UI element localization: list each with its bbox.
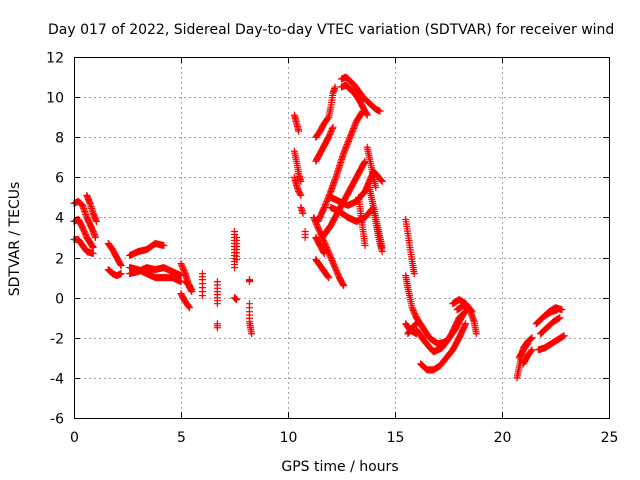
- data-point: [328, 125, 336, 133]
- data-point: [91, 234, 99, 241]
- data-point: [462, 320, 470, 328]
- data-points: [70, 73, 568, 382]
- data-point: [523, 341, 531, 349]
- data-point: [245, 278, 253, 286]
- axis-ticks: [74, 57, 610, 419]
- data-point: [324, 273, 332, 281]
- data-point: [554, 306, 562, 314]
- x-tick-label: 15: [387, 430, 405, 446]
- data-point: [329, 123, 337, 131]
- x-tick-label: 25: [601, 430, 619, 446]
- x-tick-label: 20: [494, 430, 512, 446]
- data-point: [528, 346, 536, 354]
- data-point: [377, 177, 385, 185]
- y-tick-label: -2: [50, 332, 64, 348]
- data-point: [411, 321, 419, 329]
- data-point: [297, 177, 305, 185]
- x-tick-label: 5: [177, 430, 186, 446]
- data-point: [213, 300, 221, 308]
- x-tick-label: 0: [70, 430, 79, 446]
- data-point: [320, 250, 328, 258]
- data-point: [527, 335, 535, 343]
- data-point: [363, 110, 371, 118]
- data-point: [376, 107, 384, 115]
- plot-frame: [74, 57, 610, 419]
- data-point: [339, 280, 347, 288]
- data-point: [528, 334, 536, 342]
- data-point: [556, 314, 564, 322]
- data-point: [378, 248, 386, 256]
- data-point: [232, 295, 240, 303]
- y-tick-label: 10: [46, 91, 64, 107]
- data-point: [89, 244, 97, 252]
- data-point: [186, 304, 194, 312]
- data-point: [231, 294, 239, 302]
- data-point: [160, 242, 168, 250]
- data-point: [524, 340, 532, 348]
- y-tick-label: 2: [55, 252, 64, 268]
- data-point: [363, 111, 371, 119]
- data-point: [472, 330, 480, 338]
- data-point: [116, 260, 124, 268]
- data-point: [410, 270, 418, 278]
- data-point: [117, 270, 125, 278]
- x-axis-label: GPS time / hours: [281, 459, 398, 475]
- data-point: [527, 347, 535, 355]
- y-tick-label: -6: [50, 412, 64, 428]
- y-tick-label: 8: [55, 131, 64, 147]
- data-point: [213, 324, 221, 332]
- data-point: [340, 282, 348, 290]
- y-tick-label: -4: [50, 372, 64, 388]
- data-point: [331, 83, 339, 91]
- data-point: [301, 234, 309, 241]
- data-point: [299, 209, 307, 217]
- data-point: [117, 262, 125, 270]
- data-point: [320, 248, 328, 256]
- data-point: [92, 217, 100, 225]
- data-point: [198, 292, 206, 300]
- data-point: [378, 177, 386, 185]
- data-point: [560, 332, 568, 340]
- data-point: [377, 176, 385, 184]
- data-point: [89, 243, 97, 251]
- data-point: [185, 303, 193, 311]
- grid-lines: [74, 57, 609, 418]
- data-point: [372, 183, 380, 191]
- data-point: [527, 334, 535, 342]
- data-point: [181, 268, 189, 276]
- tick-labels: 0 5 10 15 20 25 -6 -4 -2 0 2 4 6 8 10 12: [46, 51, 618, 447]
- data-point: [233, 256, 241, 264]
- data-point: [187, 284, 195, 292]
- data-point: [325, 274, 333, 282]
- data-point: [360, 158, 368, 166]
- y-tick-label: 6: [55, 171, 64, 187]
- y-tick-label: 0: [55, 292, 64, 308]
- data-point: [361, 242, 369, 250]
- y-axis-label: SDTVAR / TECUs: [7, 182, 23, 297]
- data-point: [296, 190, 304, 198]
- data-point: [297, 191, 305, 199]
- chart-title: Day 017 of 2022, Sidereal Day-to-day VTE…: [48, 22, 614, 38]
- data-point: [89, 250, 97, 258]
- data-point: [231, 264, 238, 272]
- y-tick-label: 4: [55, 211, 64, 227]
- data-point: [248, 330, 256, 338]
- y-tick-label: 12: [46, 51, 64, 67]
- data-point: [295, 127, 303, 135]
- data-point: [324, 114, 332, 122]
- x-tick-label: 10: [280, 430, 298, 446]
- data-point: [233, 296, 241, 304]
- data-point: [188, 286, 196, 294]
